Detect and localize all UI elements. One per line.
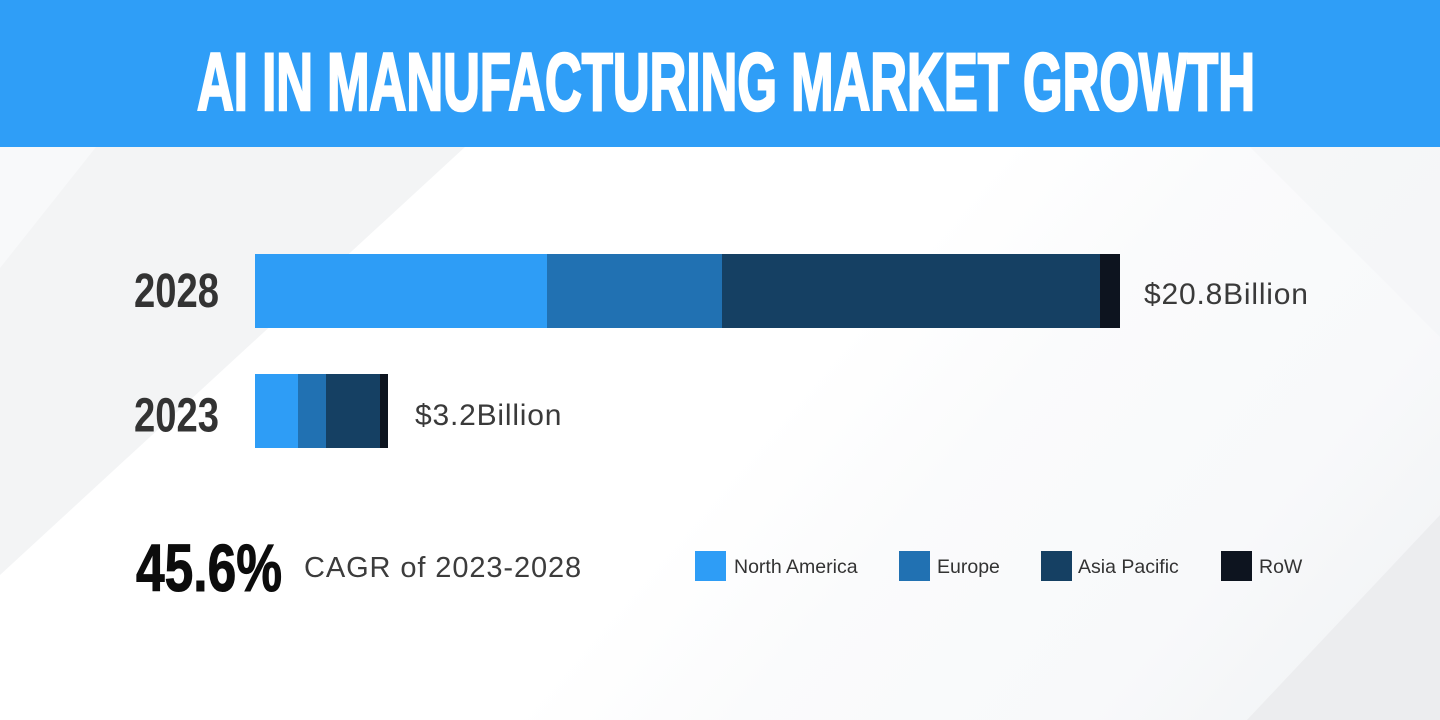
svg-text:2023: 2023 bbox=[134, 390, 219, 443]
svg-text:2028: 2028 bbox=[134, 265, 219, 318]
svg-text:45.6%: 45.6% bbox=[136, 531, 282, 606]
svg-text:AI IN MANUFACTURING MARKET GRO: AI IN MANUFACTURING MARKET GROWTH bbox=[197, 37, 1255, 128]
